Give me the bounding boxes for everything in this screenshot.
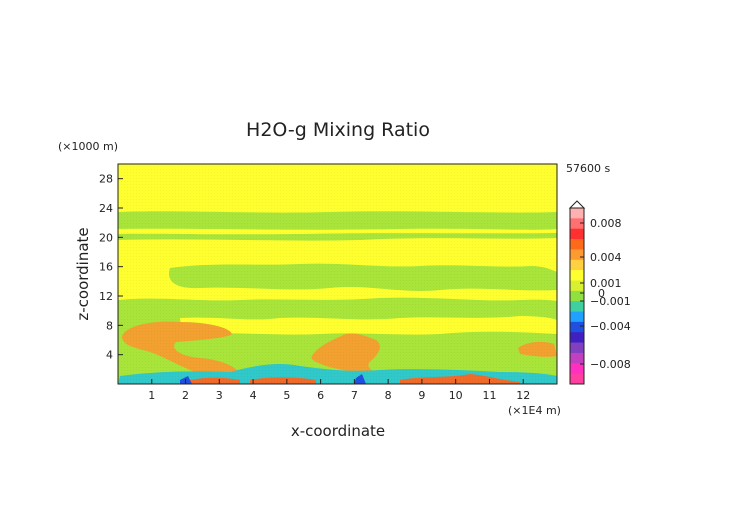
colorbar-segment (570, 301, 584, 312)
x-ticks: 1 2 3 4 5 6 7 8 9 10 11 12 (148, 379, 530, 402)
colorbar-label: −0.008 (590, 358, 631, 371)
x-tick-label: 2 (182, 389, 189, 402)
x-unit-label: (×1E4 m) (508, 404, 561, 417)
plot-frame (117, 163, 558, 385)
colorbar-overflow-triangle (568, 200, 586, 209)
x-tick-label: 12 (516, 389, 530, 402)
colorbar-segment (570, 311, 584, 323)
colorbar-label: −0.004 (590, 320, 631, 333)
colorbar-segment (570, 373, 584, 385)
colorbar-label: 0.001 (590, 277, 622, 290)
colorbar-label: 0 (598, 287, 605, 300)
field-dot-texture (118, 164, 557, 384)
x-tick-label: 8 (385, 389, 392, 402)
y-tick-label: 8 (106, 319, 113, 332)
x-tick-label: 9 (418, 389, 425, 402)
x-tick-label: 11 (482, 389, 496, 402)
colorbar-label: 0.008 (590, 217, 622, 230)
y-tick-label: 4 (106, 349, 113, 362)
x-axis-label: x-coordinate (291, 422, 385, 440)
y-tick-label: 20 (99, 231, 113, 244)
chart-title: H2O-g Mixing Ratio (246, 119, 430, 141)
colorbar-segment (570, 352, 584, 364)
colorbar-segment (570, 218, 584, 230)
y-axis-label: z-coordinate (74, 227, 92, 320)
colorbar-segment (570, 239, 584, 250)
colorbar-frame (569, 207, 585, 385)
colorbar-segment (570, 228, 584, 240)
colorbar (568, 200, 586, 385)
colorbar-segment (570, 208, 584, 219)
colorbar-segment (570, 363, 584, 375)
y-ticks: 4 8 12 16 20 24 28 (99, 173, 123, 362)
colorbar-label: −0.001 (590, 295, 631, 308)
colorbar-segment (570, 280, 584, 292)
y-tick-label: 24 (99, 202, 113, 215)
y-tick-label: 28 (99, 173, 113, 186)
colorbar-segment (570, 332, 584, 343)
y-tick-label: 12 (99, 290, 113, 303)
contour-field (118, 164, 557, 384)
x-tick-label: 1 (148, 389, 155, 402)
time-label: 57600 s (566, 162, 610, 175)
colorbar-segment (570, 259, 584, 271)
colorbar-segment (570, 342, 584, 354)
x-tick-label: 4 (250, 389, 257, 402)
y-tick-label: 16 (99, 261, 113, 274)
x-tick-label: 6 (317, 389, 324, 402)
colorbar-label: 0.004 (590, 251, 622, 264)
y-unit-label: (×1000 m) (58, 140, 118, 153)
x-tick-label: 3 (216, 389, 223, 402)
colorbar-segment (570, 270, 584, 281)
colorbar-segment (570, 249, 584, 261)
colorbar-segment (570, 290, 584, 302)
x-tick-label: 5 (283, 389, 290, 402)
x-tick-label: 7 (351, 389, 358, 402)
colorbar-segment (570, 321, 584, 333)
x-tick-label: 10 (449, 389, 463, 402)
